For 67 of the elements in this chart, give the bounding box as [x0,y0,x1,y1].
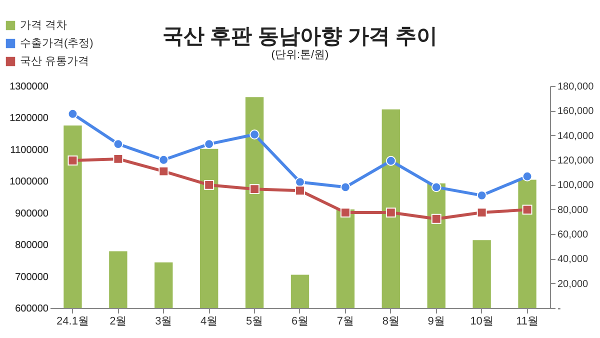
y-tick-label: 1300000 [10,82,49,92]
y2-tick-label: 80,000 [558,204,589,216]
chart-subtitle: (단위:톤/원) [271,49,329,61]
x-tick-label: 10월 [470,316,494,328]
point [522,171,532,182]
point [431,214,442,224]
y-tick-label: 800000 [15,240,49,252]
y2-tick-label: 160,000 [558,106,594,118]
bar [472,240,491,308]
point [158,154,169,165]
y-tick-label: 1100000 [10,144,49,156]
bar [336,209,355,308]
point [68,108,78,119]
bar [154,262,173,308]
bar [245,97,264,308]
y-tick-label: 600000 [15,304,49,314]
x-tick-label: 11월 [516,316,538,328]
legend-label: 가격 격차 [20,20,68,32]
x-tick-label: 6월 [291,316,309,328]
y-tick-label: 700000 [15,272,49,283]
y2-tick-label: - [558,304,561,314]
y2-tick-label: 180,000 [558,82,594,92]
point [158,166,169,176]
point [68,156,78,166]
point [431,182,442,192]
y2-tick-label: 20,000 [558,278,589,290]
point [340,208,350,218]
point [295,177,305,188]
chart-title: 국산 후판 동남아향 가격 추이 [162,25,438,48]
x-tick-label: 3월 [155,316,172,328]
bar [382,109,400,308]
point [386,156,396,166]
point [386,208,396,218]
x-tick-label: 24.1월 [56,316,89,328]
y-tick-label: 1000000 [10,176,49,188]
y2-tick-label: 120,000 [558,156,594,166]
bar [290,274,310,308]
legend-label: 국산 유통가격 [20,56,90,68]
point [113,139,124,149]
point [295,186,305,196]
x-tick-label: 9월 [428,316,445,328]
x-tick-label: 2월 [110,316,127,328]
x-tick-label: 5월 [246,316,264,328]
point [340,182,350,192]
x-tick-label: 4월 [200,316,218,328]
y2-tick-label: 140,000 [558,130,594,142]
x-tick-label: 8월 [382,316,400,328]
point [250,184,260,194]
point [113,154,124,164]
x-tick-label: 7월 [336,316,354,328]
bar [64,125,82,308]
y2-tick-label: 100,000 [558,180,594,192]
point [522,204,532,215]
bar [518,180,536,308]
bar [109,251,128,308]
point [476,208,487,218]
point [250,130,260,140]
y2-tick-label: 40,000 [558,254,589,266]
y-tick-label: 900000 [15,208,49,220]
y-tick-label: 1200000 [10,113,49,124]
bar [200,148,218,308]
bar [427,183,446,308]
y2-tick-label: 60,000 [558,230,589,240]
point [204,180,214,190]
legend-label: 수출가격(추정) [20,38,94,50]
point [204,139,214,149]
point [476,190,487,200]
